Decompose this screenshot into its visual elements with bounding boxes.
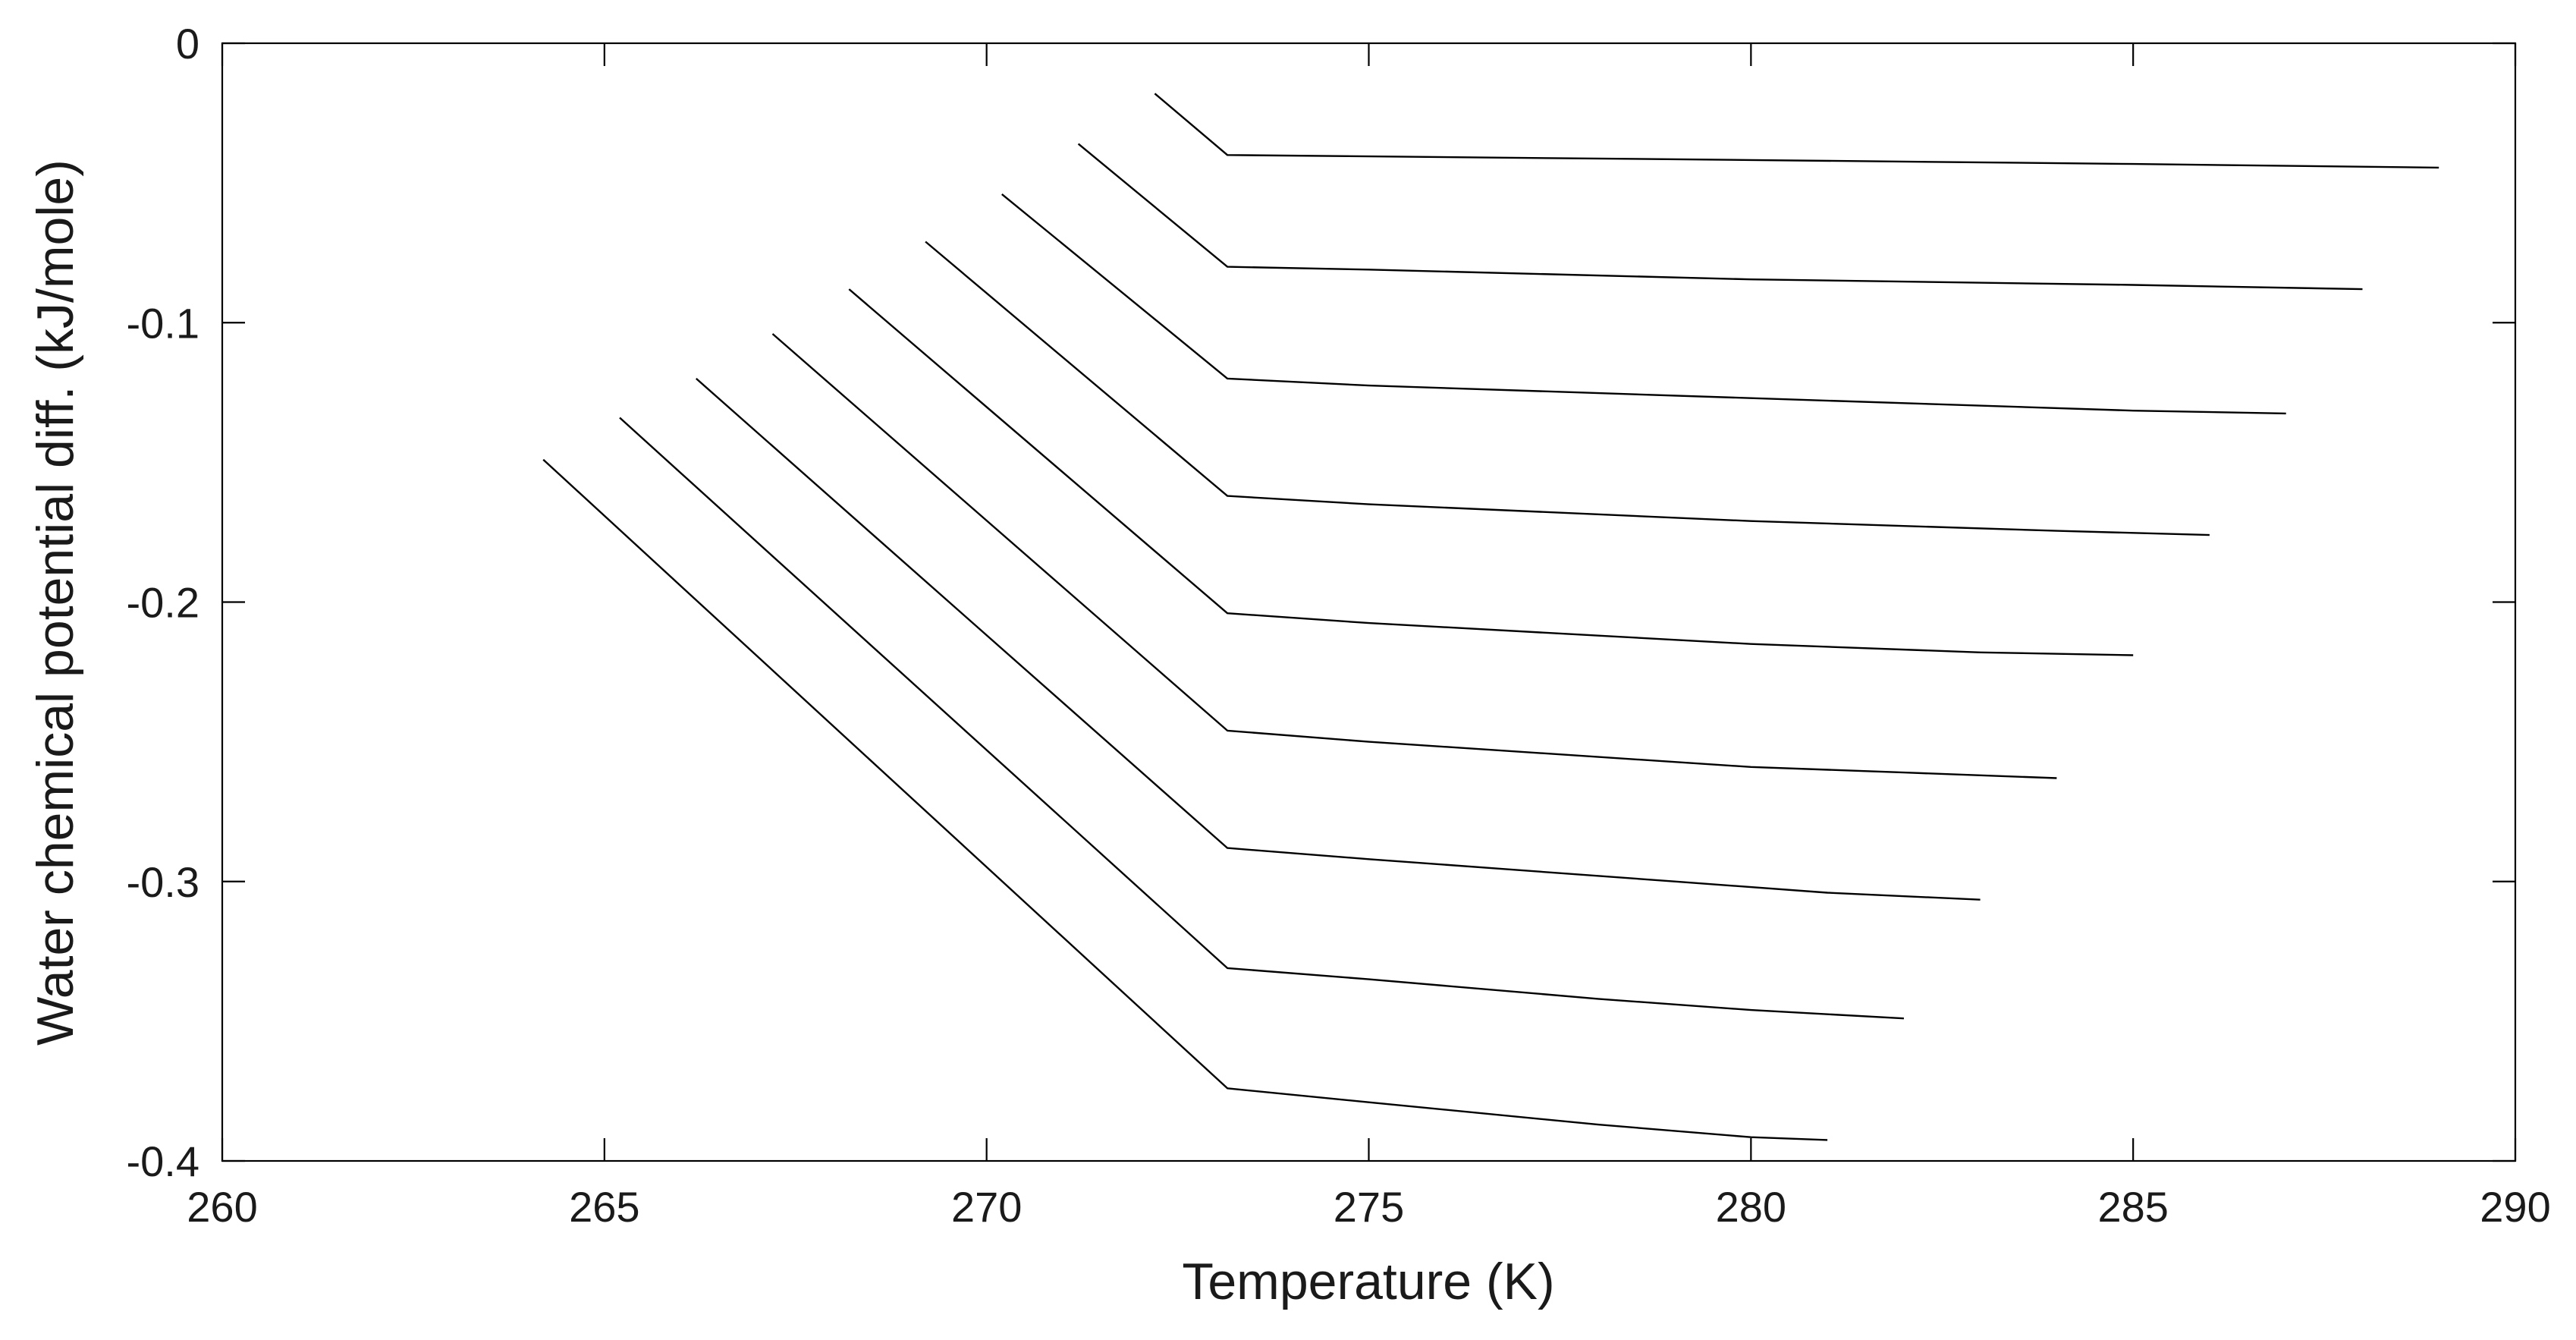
series-line-1 <box>1154 93 2439 169</box>
series-line-3 <box>1001 193 2286 415</box>
x-axis-label: Temperature (K) <box>1182 1253 1554 1310</box>
series-line-2 <box>1077 143 2363 291</box>
series-line-8 <box>619 417 1904 1020</box>
y-tick-label: -0.1 <box>127 299 200 347</box>
x-tick-label: 280 <box>1716 1183 1786 1231</box>
y-axis-label: Water chemical potential diff. (kJ/mole) <box>27 159 84 1046</box>
x-tick-label: 290 <box>2480 1183 2550 1231</box>
series-line-6 <box>771 333 2057 779</box>
x-tick-label: 285 <box>2097 1183 2168 1231</box>
plot-frame <box>221 42 2517 1162</box>
series-line-7 <box>696 378 1981 901</box>
series-line-9 <box>542 458 1828 1141</box>
y-tick-label: -0.4 <box>127 1137 200 1185</box>
x-tick-label: 275 <box>1334 1183 1404 1231</box>
x-tick-label: 265 <box>569 1183 639 1231</box>
x-tick-labels: 260 265 270 275 280 285 290 <box>187 1183 2550 1231</box>
series-line-4 <box>925 241 2210 536</box>
y-tick-label: 0 <box>176 20 199 68</box>
series-lines <box>542 93 2439 1141</box>
series-line-5 <box>848 288 2134 656</box>
x-tick-label: 260 <box>187 1183 257 1231</box>
y-tick-label: -0.3 <box>127 858 200 906</box>
x-tick-label: 270 <box>951 1183 1022 1231</box>
y-tick-label: -0.2 <box>127 579 200 627</box>
y-tick-labels: 0 -0.1 -0.2 -0.3 -0.4 <box>127 20 200 1185</box>
axis-ticks <box>221 42 2517 1162</box>
